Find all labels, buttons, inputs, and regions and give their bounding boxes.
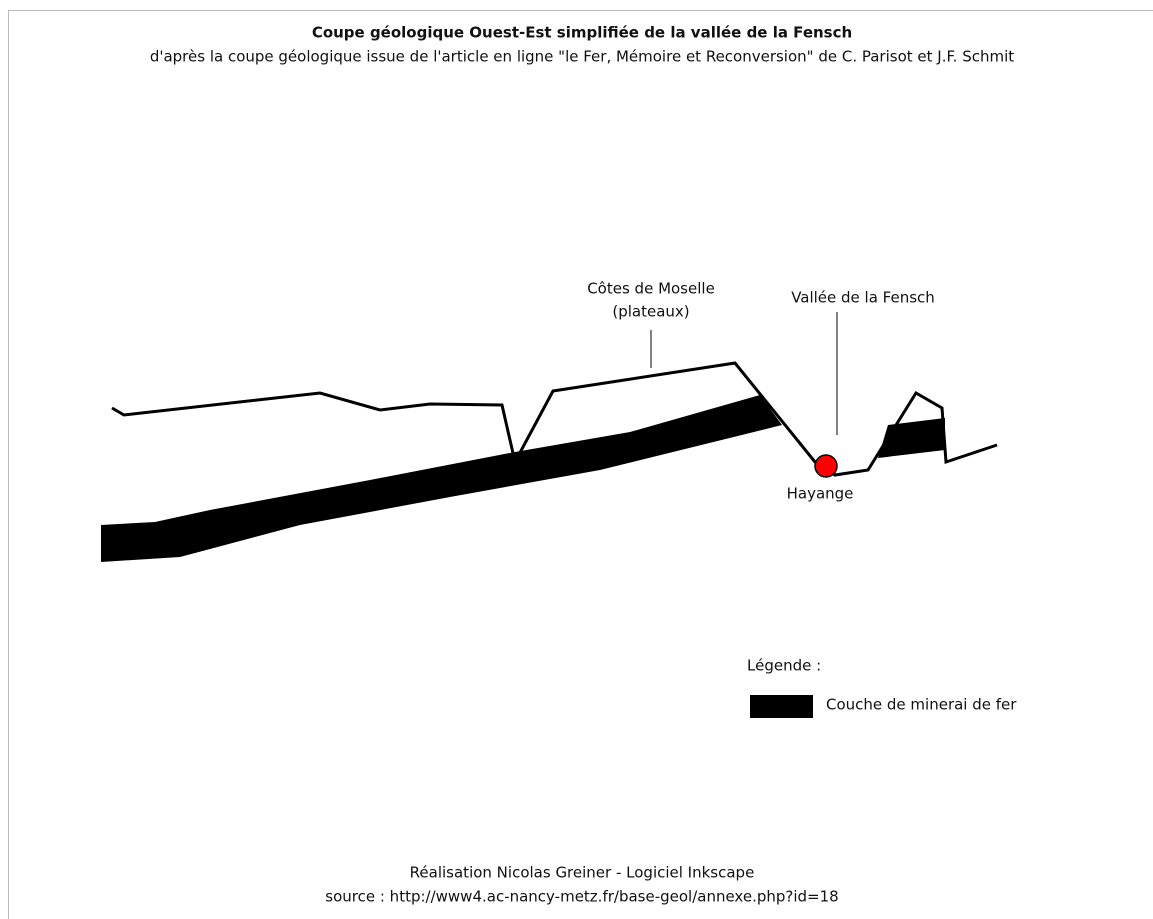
footer: source : http://www4.ac-nancy-metz.fr/ba… <box>325 888 838 906</box>
label: Vallée de la Fensch <box>791 289 935 307</box>
legend-swatch <box>750 695 813 718</box>
label: Côtes de Moselle <box>587 280 715 298</box>
title: Coupe géologique Ouest-Est simplifiée de… <box>312 24 852 42</box>
subtitle: d'après la coupe géologique issue de l'a… <box>150 48 1014 66</box>
ore-layer <box>101 395 782 562</box>
label: (plateaux) <box>612 303 689 321</box>
footer: Réalisation Nicolas Greiner - Logiciel I… <box>410 864 755 882</box>
town-marker <box>814 454 838 478</box>
terrain <box>111 361 998 477</box>
legend-item: Couche de minerai de fer <box>826 696 1017 714</box>
label: Hayange <box>787 485 854 503</box>
legend-title: Légende : <box>747 657 821 675</box>
